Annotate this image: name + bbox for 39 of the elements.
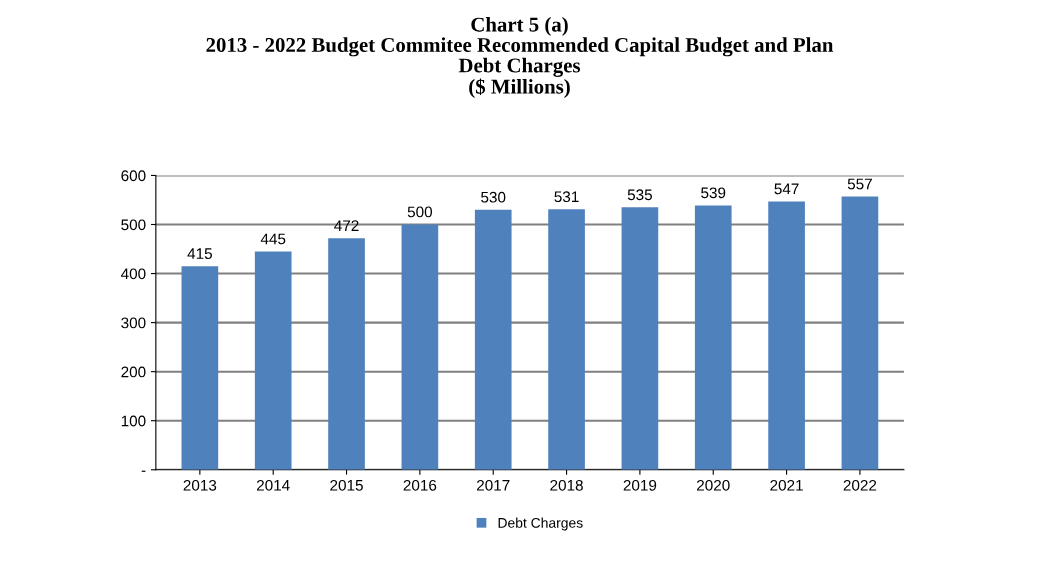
bar <box>621 207 659 470</box>
y-tick-label: 500 <box>121 219 146 231</box>
y-tick-label: 300 <box>121 317 146 329</box>
x-tick-label: 2019 <box>623 479 657 491</box>
legend-label: Debt Charges <box>498 517 583 531</box>
x-tick-label: 2014 <box>256 479 290 491</box>
data-label: 535 <box>627 189 653 201</box>
x-tick-label: 2016 <box>403 479 437 491</box>
bar <box>181 266 219 470</box>
data-label: 547 <box>774 183 799 195</box>
bar <box>694 205 732 470</box>
data-label: 531 <box>554 191 579 203</box>
x-tick-label: 2022 <box>843 479 877 491</box>
data-label: 539 <box>701 187 726 199</box>
data-label: 445 <box>260 233 286 245</box>
bar <box>328 238 365 470</box>
x-tick-label: 2020 <box>697 479 730 491</box>
y-tick-label: 200 <box>121 366 146 378</box>
y-tick-label: 600 <box>121 170 146 182</box>
y-tick-label: 400 <box>120 268 146 280</box>
bar <box>768 201 805 470</box>
x-tick-label: 2017 <box>477 479 510 491</box>
data-label: 415 <box>187 248 212 260</box>
data-label: 472 <box>334 220 359 231</box>
bar <box>841 196 879 470</box>
data-label: 500 <box>407 206 433 218</box>
bar <box>254 251 292 470</box>
x-tick-label: 2015 <box>330 479 363 491</box>
x-tick-label: 2021 <box>770 479 803 491</box>
bar <box>548 209 585 470</box>
y-tick-label: 100 <box>121 415 146 427</box>
x-tick-label: 2013 <box>183 479 217 491</box>
chart-title: Chart 5 (a) 2013 - 2022 Budget Commitee Recommended Capital Budget and Plan Debt Charges ($ Millions) <box>206 16 834 98</box>
bar <box>401 224 439 470</box>
y-tick-label: - <box>141 470 146 472</box>
data-label: 557 <box>847 178 872 190</box>
bar <box>474 209 512 470</box>
data-label: 530 <box>481 191 506 203</box>
x-tick-label: 2018 <box>550 479 583 491</box>
